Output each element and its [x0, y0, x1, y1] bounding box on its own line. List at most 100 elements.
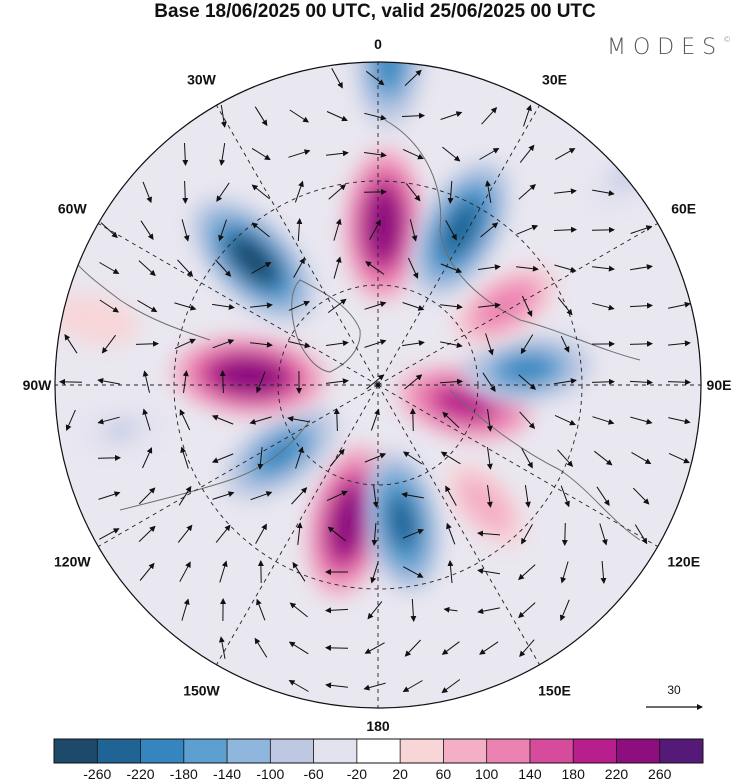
colorbar-label: 220	[605, 766, 629, 782]
anomaly-center	[224, 407, 337, 500]
wind-vector	[212, 303, 235, 310]
wind-vector	[369, 219, 381, 240]
wind-vector	[219, 560, 228, 583]
siberia-coast	[449, 389, 641, 541]
colorbar-label: 140	[518, 766, 542, 782]
wind-vector	[668, 340, 691, 347]
wind-vector	[364, 642, 385, 654]
lon-label: 0	[374, 36, 382, 52]
wind-vectors	[59, 68, 691, 694]
wind-vector	[178, 485, 192, 506]
wind-vector	[630, 264, 653, 271]
wind-vector	[250, 341, 273, 348]
wind-vector	[409, 219, 418, 242]
wind-vector	[592, 189, 615, 196]
wind-vector	[478, 302, 501, 309]
wind-vector	[440, 111, 463, 120]
wind-vector	[518, 184, 536, 200]
colorbar-label: -260	[83, 766, 111, 782]
wind-vector	[256, 371, 266, 394]
wind-vector	[445, 485, 457, 506]
wind-vector	[634, 524, 648, 545]
meridian-line	[377, 384, 540, 665]
wind-vector	[327, 526, 346, 542]
wind-vector	[219, 143, 226, 166]
lon-label: 60E	[671, 201, 696, 217]
wind-vector	[215, 259, 232, 277]
wind-vector	[140, 220, 154, 241]
wind-vector	[296, 522, 303, 545]
wind-vector	[407, 257, 419, 279]
colorbar-label: -220	[127, 766, 155, 782]
wind-vector	[668, 301, 691, 309]
wind-vector	[478, 264, 501, 271]
anomaly-contour	[485, 290, 525, 321]
wind-vector	[447, 560, 454, 584]
wind-vector	[181, 598, 190, 621]
wind-vector	[629, 379, 653, 386]
wind-vector	[288, 300, 311, 311]
wind-vector	[327, 298, 347, 314]
meridian-line	[98, 223, 379, 386]
wind-vector	[401, 112, 425, 119]
wind-vector	[254, 637, 268, 658]
wind-vector	[629, 302, 653, 309]
wind-vector	[142, 408, 151, 431]
colorbar-label: 180	[562, 766, 586, 782]
wind-vector	[553, 226, 577, 233]
canada-coast	[69, 254, 211, 341]
colorbar-label: -180	[170, 766, 198, 782]
wind-vector	[180, 446, 189, 469]
colorbar-swatch	[183, 739, 228, 763]
wind-vector	[291, 487, 308, 505]
wind-vector	[179, 561, 191, 582]
wind-vector	[521, 295, 533, 317]
eurasia-coast	[384, 119, 641, 361]
lon-label: 120W	[54, 554, 91, 570]
wind-vector	[410, 598, 417, 622]
wind-vector	[135, 340, 159, 347]
anomaly-contour	[442, 204, 479, 255]
wind-vector	[364, 339, 387, 348]
wind-vector	[480, 222, 499, 238]
wind-vector	[174, 302, 197, 311]
wind-vector	[520, 334, 534, 355]
wind-vector	[142, 181, 152, 204]
wind-vector	[249, 416, 272, 425]
north-america-coast	[119, 419, 311, 511]
wind-vector	[481, 107, 498, 125]
wind-vector	[370, 408, 380, 431]
wind-vector	[331, 68, 343, 89]
wind-vector	[174, 338, 196, 350]
wind-vector	[667, 379, 691, 386]
wind-vector	[519, 639, 535, 658]
wind-vector	[441, 679, 461, 694]
wind-vector	[402, 340, 425, 347]
wind-vector	[329, 448, 345, 467]
meridian-line	[377, 384, 658, 547]
wind-vector	[440, 341, 463, 349]
wind-vector	[440, 263, 463, 274]
wind-vector	[139, 562, 155, 581]
wind-vector	[182, 180, 189, 204]
wind-vector	[367, 601, 383, 620]
wind-vector	[592, 416, 615, 425]
wind-vector	[440, 451, 461, 465]
colorbar-label: -20	[347, 766, 367, 782]
wind-vector	[138, 260, 156, 277]
wind-vector	[101, 334, 116, 354]
wind-vector	[256, 598, 266, 621]
wind-vector	[288, 149, 311, 158]
colorbar-swatch	[356, 739, 401, 763]
wind-vector	[486, 485, 493, 508]
reference-vector: 30	[646, 683, 703, 710]
wind-vector	[364, 151, 387, 158]
wind-vector	[288, 341, 311, 349]
wind-vector	[289, 602, 308, 618]
colorbar-swatch	[529, 739, 574, 763]
wind-vector	[402, 528, 425, 539]
wind-vector	[100, 222, 118, 239]
wind-vector	[97, 416, 120, 425]
meridian-line	[377, 223, 658, 386]
wind-vector	[292, 561, 306, 582]
